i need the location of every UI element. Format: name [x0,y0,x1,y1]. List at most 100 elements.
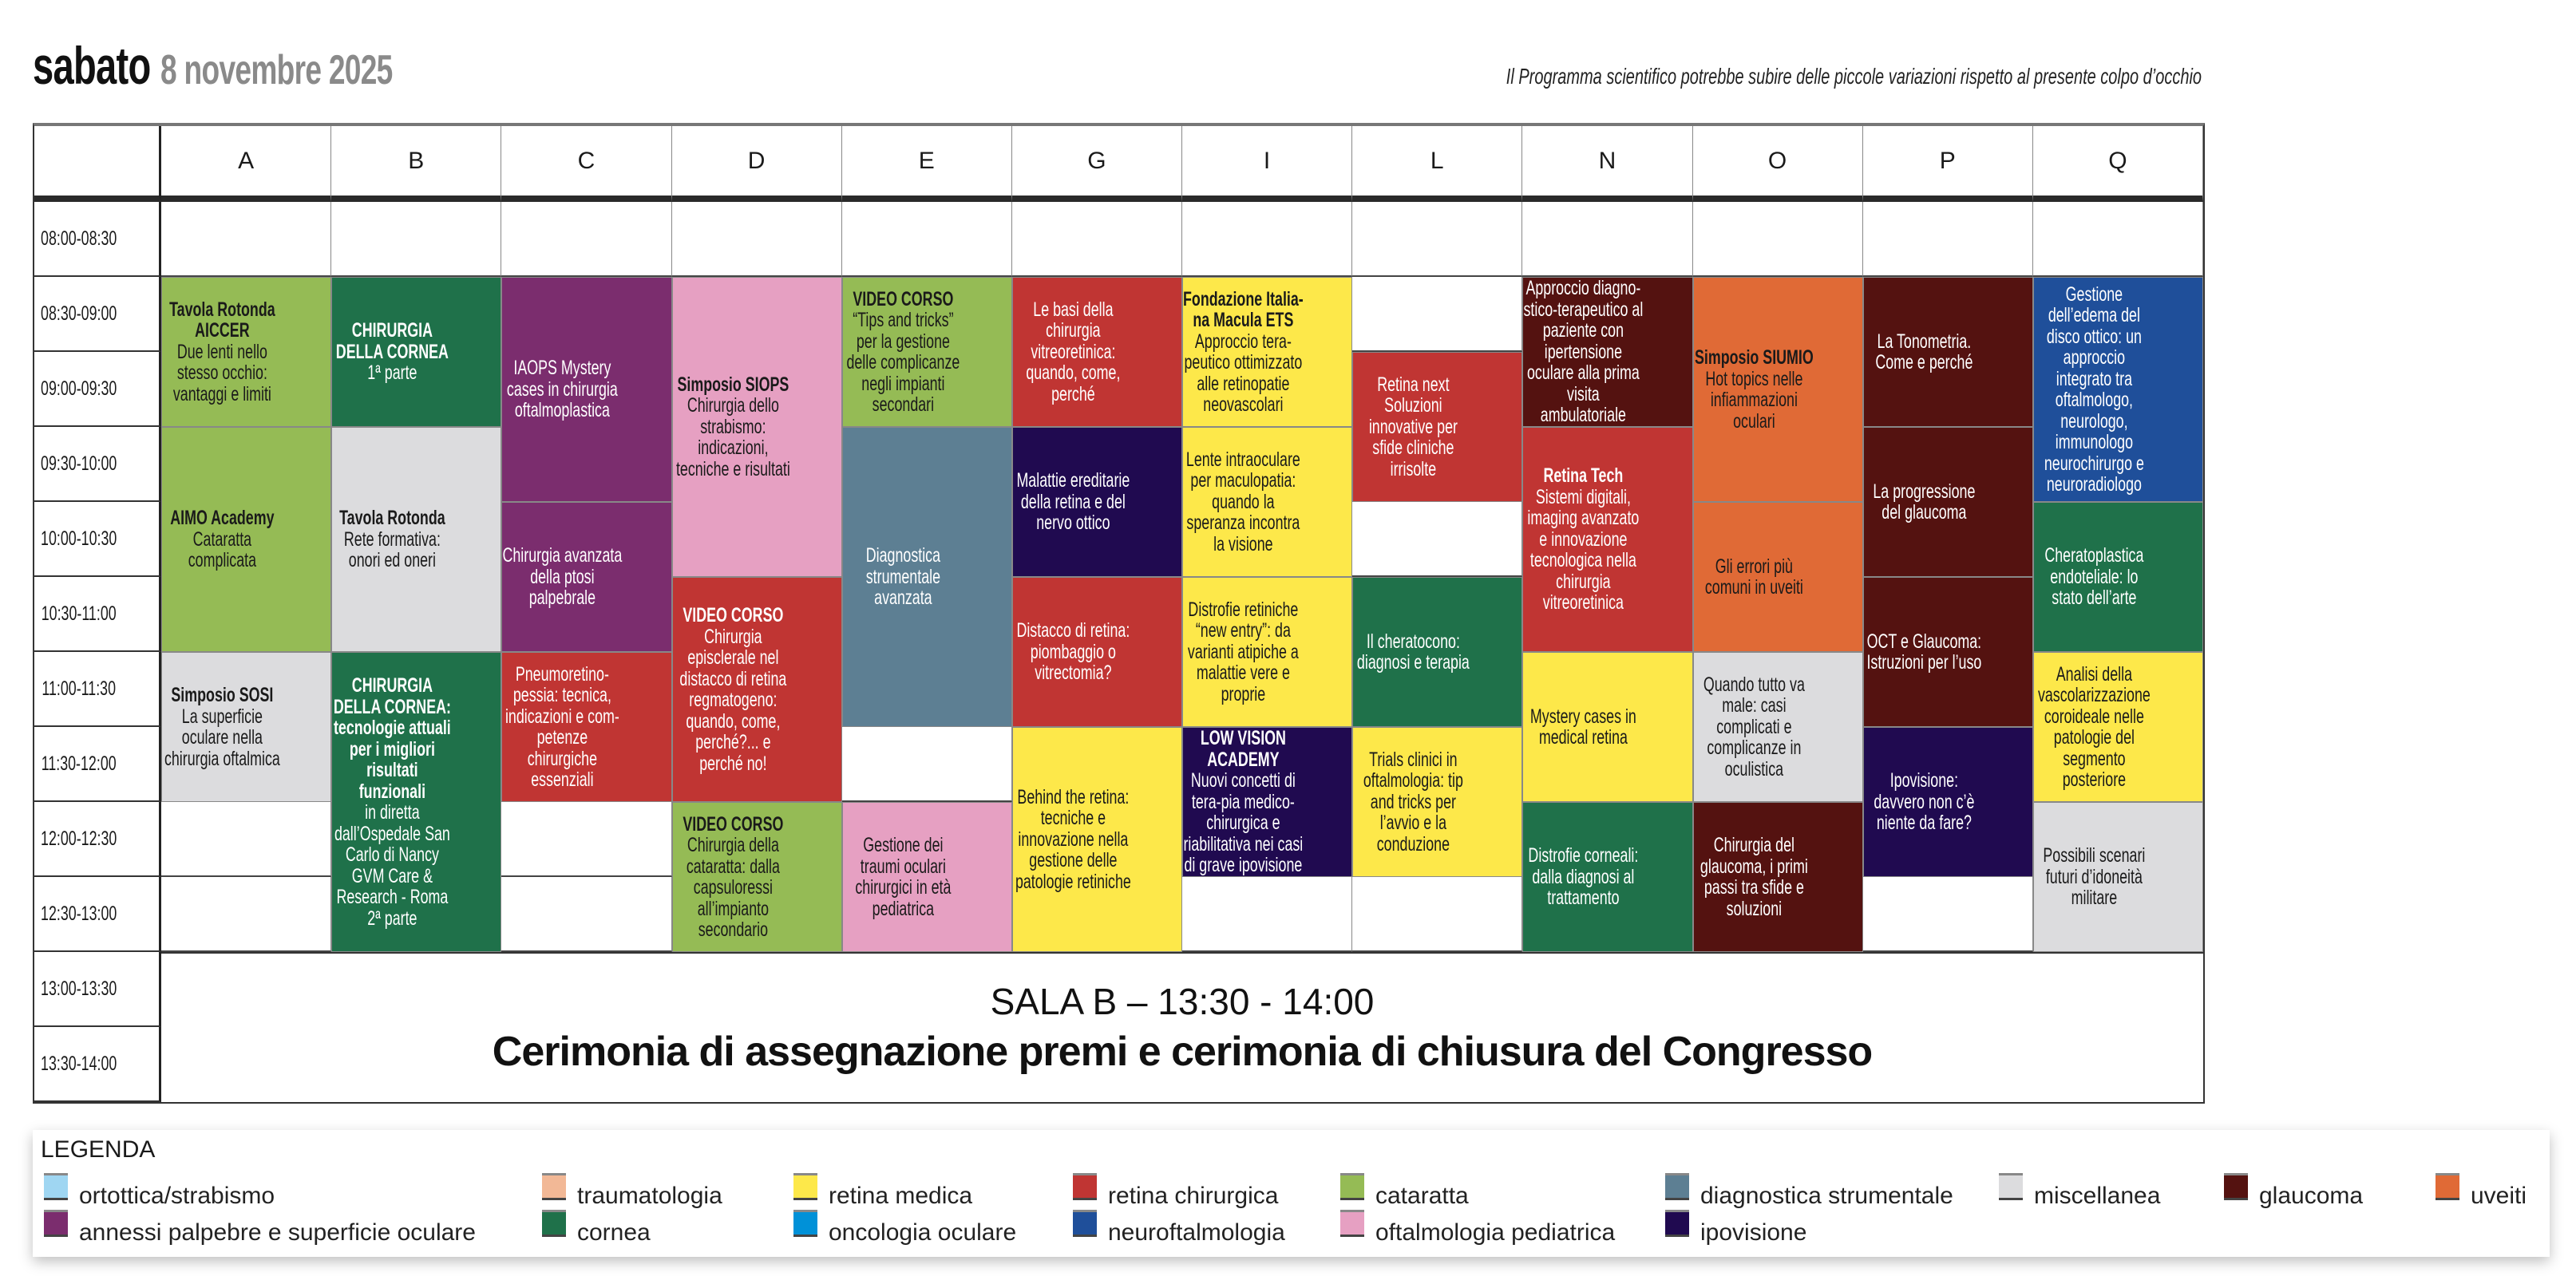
session-block[interactable]: Diagnostica strumentale avanzata [841,427,1012,727]
legend-label: retina medica [829,1183,973,1209]
legend-swatch-icon [1073,1173,1097,1200]
legend-label: annessi palpebre e superficie oculare [79,1219,476,1246]
session-block[interactable]: Il cheratocono: diagnosi e terapia [1352,577,1523,727]
session-block[interactable]: Gestione dell’edema del disco ottico: un… [2032,277,2203,502]
session-text: Fondazione Italia-na Macula ETS Approccio… [1183,288,1304,416]
time-slot-label: 11:30-12:00 [41,752,117,775]
legend-label: traumatologia [577,1183,722,1209]
session-description: Approccio tera-peutico ottimizzato alle … [1184,330,1303,416]
empty-slot [161,877,332,952]
empty-slot [1522,202,1693,277]
session-block[interactable]: Chirurgia avanzata della ptosi palpebral… [501,502,672,652]
empty-slot [1011,202,1182,277]
session-text: Ipovisione: davvero non c’è niente da fa… [1864,770,1984,834]
session-block[interactable]: Gestione dei traumi oculari chirurgici i… [841,802,1012,952]
session-description: IAOPS Mystery cases in chirurgia oftalmo… [507,357,619,422]
legend-label: neuroftalmologia [1108,1219,1285,1246]
legend-swatch-icon [1340,1210,1364,1237]
session-text: La progressione del glaucoma [1864,480,1984,523]
legend-item: retina chirurgica [1073,1173,1340,1215]
empty-slot [1182,202,1353,277]
session-block[interactable]: Retina next Soluzioni innovative per sfi… [1352,352,1523,502]
session-description: Chirurgia del glaucoma, i primi passi tr… [1700,834,1808,920]
session-description: Trials clinici in oftalmologia: tip and … [1363,748,1464,855]
session-block[interactable]: Le basi della chirurgia vitreoretinica: … [1011,277,1182,427]
session-block[interactable]: Tavola Rotonda Rete formativa: onori ed o… [331,427,502,652]
session-block[interactable]: La progressione del glaucoma [1862,427,2033,577]
legend-items: ortottica/strabismo traumatologia retina m… [44,1173,2555,1251]
session-title: CHIRURGIA DELLA CORNEA: tecnologie attua… [333,674,452,803]
schedule-grid: SALA B – 13:30 - 14:00 Cerimonia di asse… [33,123,2205,1104]
session-block[interactable]: Cheratoplastica endoteliale: lo stato de… [2032,502,2203,652]
legend-item: neuroftalmologia [1073,1210,1340,1251]
session-block[interactable]: Distrofie corneali: dalla diagnosi al tr… [1522,802,1693,952]
session-description: Analisi della vascolarizzazione coroidea… [2037,662,2151,791]
disclaimer-note: Il Programma scientifico potrebbe subire… [1084,64,2202,96]
session-block[interactable]: Possibili scenari futuri d’idoneità mili… [2032,802,2203,952]
session-block[interactable]: Ipovisione: davvero non c’è niente da fa… [1862,727,2033,877]
legend-label: ipovisione [1700,1219,1807,1246]
legend-item: uveiti [2436,1173,2555,1215]
session-block[interactable]: LOW VISION ACADEMY Nuovi concetti di tera… [1182,727,1353,877]
session-block[interactable]: Quando tutto va male: casi complicati e … [1692,652,1863,802]
session-text: Mystery cases in medical retina [1523,705,1644,749]
session-block[interactable]: Distacco di retina: piombaggio o vitrect… [1011,577,1182,727]
session-text: Tavola Rotonda Rete formativa: onori ed o… [332,508,453,571]
session-block[interactable]: Retina Tech Sistemi digitali, imaging ava… [1522,427,1693,652]
session-text: Simposio SIUMIO Hot topics nelle infiamma… [1694,347,1814,432]
session-block[interactable]: Malattie ereditarie della retina e del n… [1011,427,1182,577]
session-description: Gli errori più comuni in uveiti [1704,555,1803,599]
session-block[interactable]: OCT e Glaucoma: Istruzioni per l’uso [1862,577,2033,727]
title-day: sabato [33,36,151,95]
legend-label: retina chirurgica [1108,1183,1279,1209]
session-block[interactable]: Simposio SIOPS Chirurgia dello strabismo:… [671,277,842,577]
session-block[interactable]: Simposio SOSI La superficie oculare nella… [161,652,332,802]
session-text: Quando tutto va male: casi complicati e … [1694,674,1814,780]
session-block[interactable]: Pneumoretino-pessia: tecnica, indicazion… [501,652,672,802]
room-header-i: I [1182,126,1353,202]
legend-item: oftalmologia pediatrica [1340,1210,1665,1251]
session-block[interactable]: Lente intraoculare per maculopatia: quan… [1182,427,1353,577]
legend-swatch-icon [542,1210,566,1237]
empty-slot [331,202,502,277]
time-slot: 11:30-12:00 [34,727,161,802]
session-block[interactable]: Tavola Rotonda AICCER Due lenti nello ste… [161,277,332,427]
session-block[interactable]: Distrofie retiniche “new entry”: da vari… [1182,577,1353,727]
time-slot-label: 10:30-11:00 [41,602,117,625]
session-block[interactable]: CHIRURGIA DELLA CORNEA 1ª parte [331,277,502,427]
session-block[interactable]: Mystery cases in medical retina [1522,652,1693,802]
session-block[interactable]: VIDEO CORSO “Tips and tricks” per la gest… [841,277,1012,427]
session-block[interactable]: Simposio SIUMIO Hot topics nelle infiamma… [1692,277,1863,502]
session-block[interactable]: CHIRURGIA DELLA CORNEA: tecnologie attua… [331,652,502,952]
session-block[interactable]: IAOPS Mystery cases in chirurgia oftalmo… [501,277,672,502]
time-slot-label: 13:00-13:30 [41,977,117,1000]
session-title: Tavola Rotonda AICCER [169,298,275,342]
session-block[interactable]: VIDEO CORSO Chirurgia episclerale nel dis… [671,577,842,802]
legend-swatch-icon [1665,1173,1689,1200]
session-text: Chirurgia del glaucoma, i primi passi tr… [1694,835,1814,919]
session-title: VIDEO CORSO [682,812,783,836]
empty-slot [841,202,1012,277]
session-block[interactable]: Trials clinici in oftalmologia: tip and … [1352,727,1523,877]
time-slot: 12:30-13:00 [34,877,161,952]
ceremony-title: Cerimonia di assegnazione premi e cerimo… [492,1029,1873,1075]
session-block[interactable]: Approccio diagno-stico-terapeutico al pa… [1522,277,1693,427]
session-block[interactable]: AIMO Academy Cataratta complicata [161,427,332,652]
session-block[interactable]: Analisi della vascolarizzazione coroidea… [2032,652,2203,802]
session-block[interactable]: Behind the retina: tecniche e innovazion… [1011,727,1182,952]
legend-swatch-icon [793,1173,817,1200]
session-description: La progressione del glaucoma [1873,480,1976,523]
room-header-o: O [1692,126,1863,202]
session-block[interactable]: Gli errori più comuni in uveiti [1692,502,1863,652]
session-text: Gestione dell’edema del disco ottico: un… [2034,283,2155,496]
session-text: Behind the retina: tecniche e innovazion… [1013,787,1134,893]
session-block[interactable]: La Tonometria. Come e perché [1862,277,2033,427]
session-description: Rete formativa: onori ed oneri [344,527,441,572]
legend-item: diagnostica strumentale [1665,1173,1999,1215]
session-description: Distrofie corneali: dalla diagnosi al tr… [1528,844,1639,910]
session-block[interactable]: VIDEO CORSO Chirurgia della cataratta: da… [671,802,842,952]
session-block[interactable]: Chirurgia del glaucoma, i primi passi tr… [1692,802,1863,952]
session-block[interactable]: Fondazione Italia-na Macula ETS Approccio… [1182,277,1353,427]
time-slot-label: 09:30-10:00 [41,452,117,475]
session-title: AIMO Academy [170,507,275,530]
